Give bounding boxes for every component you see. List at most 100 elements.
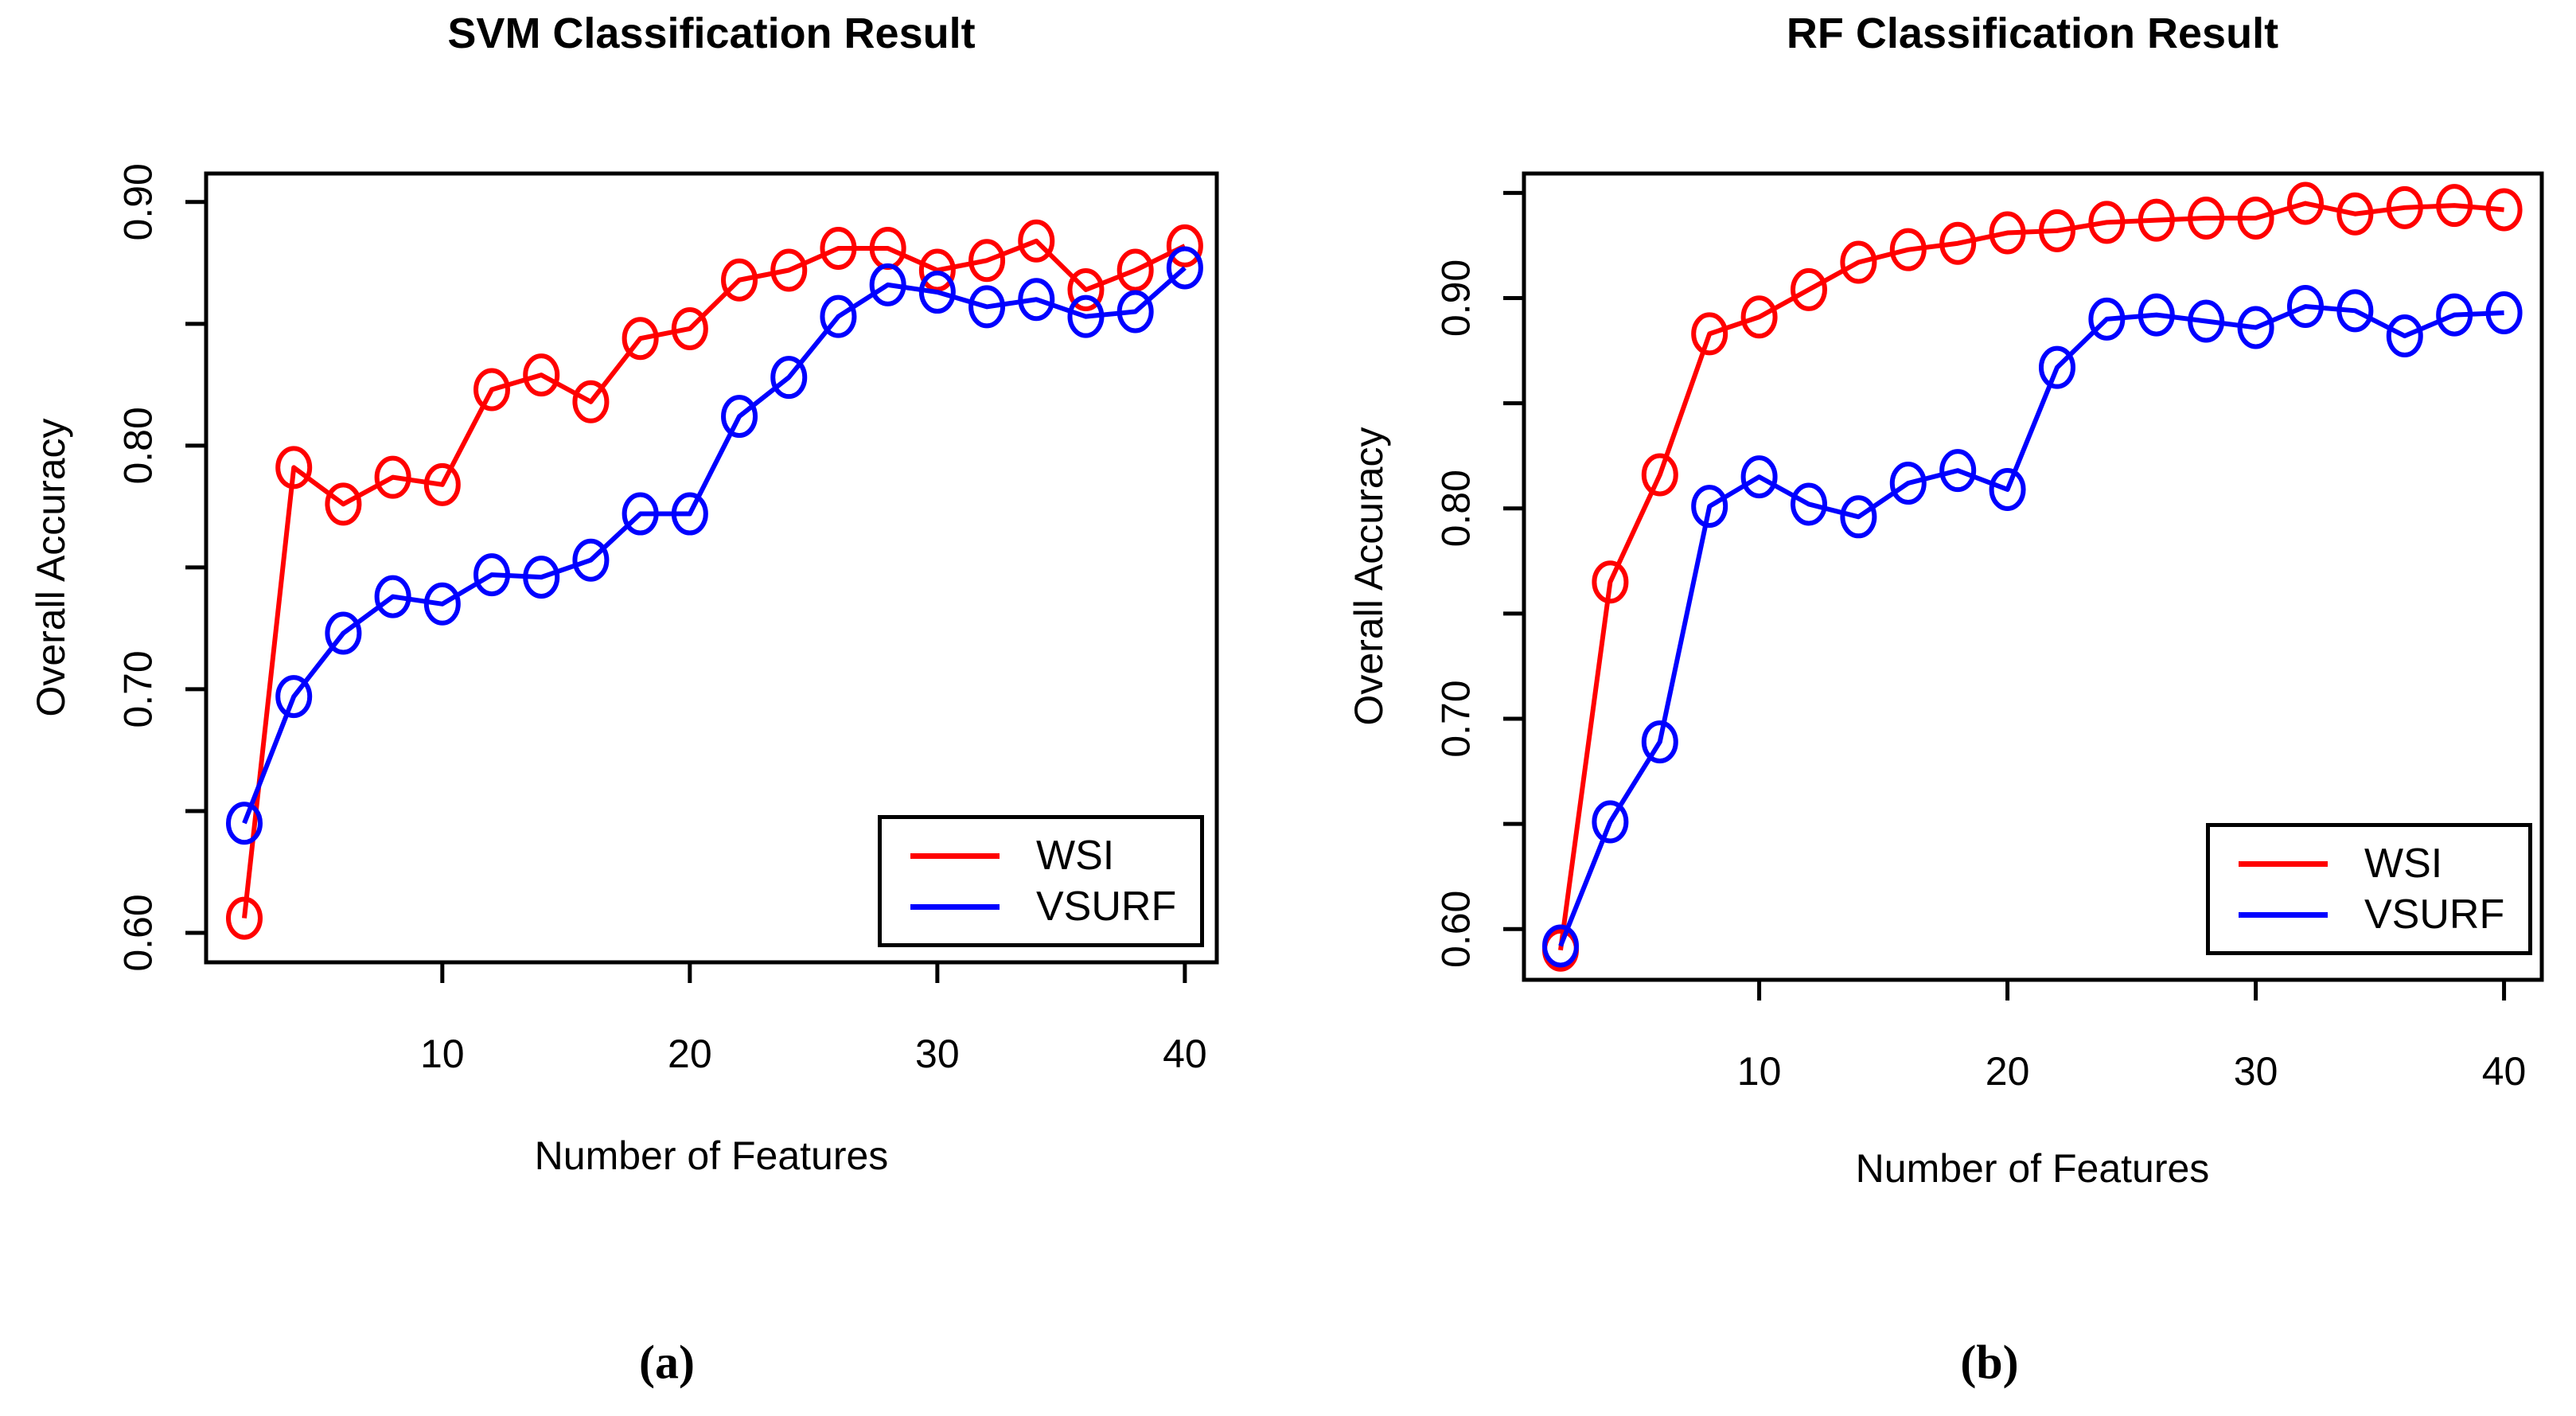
series-line-wsi xyxy=(1558,201,2504,951)
data-point-marker xyxy=(523,556,560,599)
data-point-marker xyxy=(2038,209,2075,252)
panel-b-y-axis-title: Overall Accuracy xyxy=(1346,427,1391,726)
data-point-marker xyxy=(622,492,659,536)
vsurf-line-sample xyxy=(2239,911,2328,918)
data-point-marker xyxy=(1117,248,1154,292)
data-point-marker xyxy=(671,492,708,536)
data-point-marker xyxy=(2386,314,2423,358)
data-point-marker xyxy=(1790,482,1827,526)
data-point-marker xyxy=(572,380,610,423)
data-point-marker xyxy=(1691,485,1728,529)
data-point-marker xyxy=(2088,201,2126,244)
data-point-marker xyxy=(423,582,461,626)
data-point-marker xyxy=(572,538,610,582)
panel-b-legend: WSI VSURF xyxy=(2206,823,2532,955)
data-point-marker xyxy=(1541,924,1579,968)
x-tick-label: 20 xyxy=(668,1032,712,1076)
data-point-marker xyxy=(1592,560,1629,604)
data-point-marker xyxy=(1018,219,1055,263)
data-point-marker xyxy=(474,553,511,597)
x-tick-label: 40 xyxy=(1163,1032,1207,1076)
data-point-marker xyxy=(2436,184,2473,228)
data-point-marker xyxy=(1790,267,1827,311)
wsi-line-sample xyxy=(2239,860,2328,867)
panel-a-title: SVM Classification Result xyxy=(447,10,976,57)
data-point-marker xyxy=(1939,449,1977,493)
data-point-marker xyxy=(2188,299,2225,343)
plot-frame xyxy=(1522,171,2544,982)
x-tick-label: 10 xyxy=(420,1032,465,1076)
data-point-marker xyxy=(770,248,808,292)
data-point-marker xyxy=(1691,312,1728,356)
data-point-marker xyxy=(1166,224,1203,267)
legend-label-vsurf: VSURF xyxy=(2364,891,2505,938)
data-point-marker xyxy=(622,317,659,361)
data-point-marker xyxy=(1117,290,1154,334)
y-tick-label: 0.80 xyxy=(116,407,161,484)
vsurf-line-sample xyxy=(910,903,1000,910)
data-point-marker xyxy=(1592,800,1629,844)
y-tick-label: 0.70 xyxy=(116,650,161,728)
data-point-marker xyxy=(225,896,263,940)
data-point-marker xyxy=(374,575,411,618)
data-point-marker xyxy=(2237,197,2274,240)
x-tick-label: 30 xyxy=(2234,1049,2278,1094)
data-point-marker xyxy=(2138,198,2175,242)
data-point-marker xyxy=(2088,297,2126,341)
legend-item-vsurf: VSURF xyxy=(910,884,1200,929)
data-point-marker xyxy=(968,285,1006,329)
data-point-marker xyxy=(721,258,758,302)
panel-b-x-axis-title: Number of Features xyxy=(1855,1146,2210,1191)
series-line-vsurf xyxy=(242,266,1187,825)
data-point-marker xyxy=(820,226,857,270)
data-point-marker xyxy=(1939,221,1977,265)
y-tick-label: 0.90 xyxy=(1434,259,1479,337)
data-point-marker xyxy=(1067,295,1105,338)
data-point-marker xyxy=(2286,181,2324,225)
data-point-marker xyxy=(721,395,758,439)
y-tick-label: 0.60 xyxy=(116,894,161,971)
legend-label-vsurf: VSURF xyxy=(1036,884,1177,930)
data-point-marker xyxy=(474,368,511,412)
data-point-marker xyxy=(1067,267,1105,311)
data-point-marker xyxy=(820,295,857,338)
data-point-marker xyxy=(770,356,808,400)
series-line-wsi xyxy=(242,238,1187,919)
data-point-marker xyxy=(325,482,362,526)
x-tick-label: 40 xyxy=(2482,1049,2527,1094)
panel-0-plot-area: 10 20 30 40 0.60 0.70 0.80 0.90 xyxy=(116,163,1219,1076)
y-tick-label: 0.80 xyxy=(1434,470,1479,547)
data-point-marker xyxy=(1840,240,1877,284)
panel-a-y-axis-title: Overall Accuracy xyxy=(29,418,73,717)
y-tick-label: 0.90 xyxy=(116,163,161,240)
legend-item-wsi: WSI xyxy=(2239,841,2528,886)
data-point-marker xyxy=(1641,720,1678,764)
series-line-vsurf xyxy=(1558,304,2504,947)
data-point-marker xyxy=(1641,453,1678,497)
data-point-marker xyxy=(869,263,906,306)
data-point-marker xyxy=(918,248,956,292)
data-point-marker xyxy=(2485,188,2523,232)
data-point-marker xyxy=(1989,211,2026,255)
wsi-line-sample xyxy=(910,852,1000,859)
data-point-marker xyxy=(2485,291,2523,334)
data-point-marker xyxy=(275,675,313,719)
data-point-marker xyxy=(1740,295,1778,339)
data-point-marker xyxy=(1018,278,1055,322)
x-tick-label: 20 xyxy=(1986,1049,2030,1094)
panel-a-legend: WSI VSURF xyxy=(878,815,1204,947)
data-point-marker xyxy=(2436,293,2473,337)
data-point-marker xyxy=(1840,495,1877,539)
data-point-marker xyxy=(374,455,411,499)
data-point-marker xyxy=(275,446,313,490)
legend-item-vsurf: VSURF xyxy=(2239,892,2528,937)
data-point-marker xyxy=(225,802,263,845)
data-point-marker xyxy=(2188,197,2225,240)
panel-1-plot-area: 10 20 30 40 0.60 0.70 0.80 0.90 xyxy=(1434,171,2544,1094)
data-point-marker xyxy=(1166,246,1203,290)
data-point-marker xyxy=(1989,467,2026,511)
data-point-marker xyxy=(523,353,560,397)
data-point-marker xyxy=(2138,293,2175,337)
